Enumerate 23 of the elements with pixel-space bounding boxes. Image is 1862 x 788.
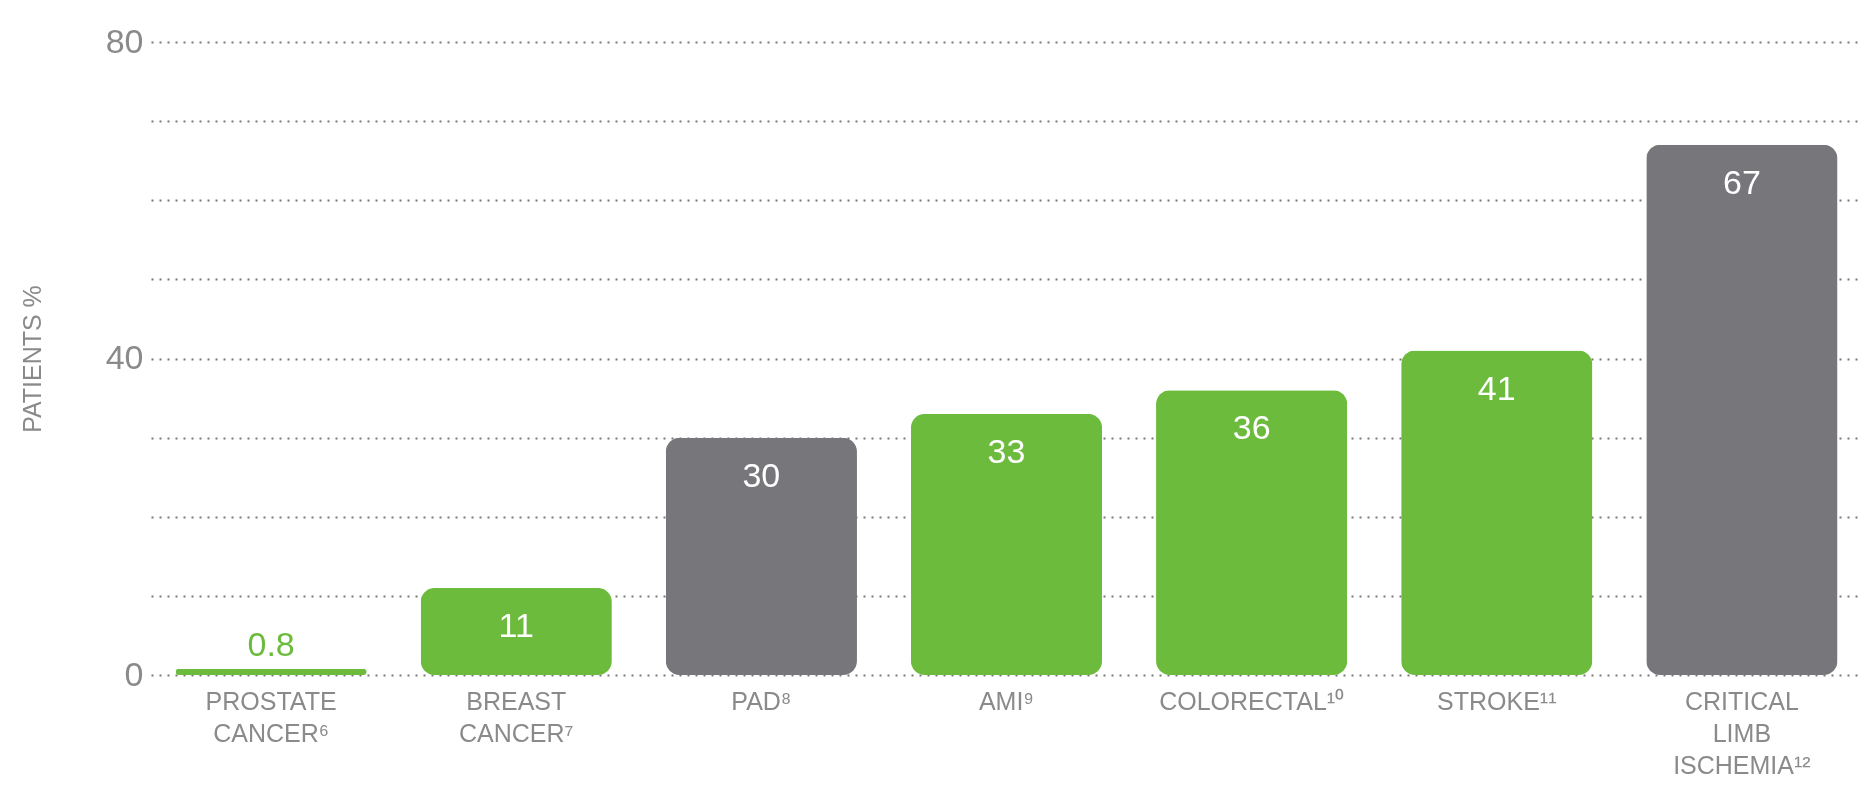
bar bbox=[175, 668, 367, 675]
y-axis-title: PATIENTS % bbox=[17, 285, 46, 433]
bar bbox=[1401, 350, 1593, 675]
y-tick-label: 40 bbox=[105, 338, 144, 376]
data-label: 33 bbox=[987, 431, 1026, 470]
bar bbox=[420, 587, 612, 675]
y-tick-label: 80 bbox=[105, 21, 144, 60]
data-label: 36 bbox=[1232, 408, 1271, 447]
data-label: 30 bbox=[742, 455, 781, 494]
data-label: 0.8 bbox=[247, 624, 295, 663]
bar bbox=[1156, 390, 1348, 675]
data-label: 41 bbox=[1477, 368, 1516, 407]
bar bbox=[910, 413, 1103, 675]
x-tick-label: PROSTATE CANCER⁶ bbox=[205, 686, 337, 747]
x-tick-label: STROKE¹¹ bbox=[1437, 686, 1557, 715]
x-tick-label: AMI⁹ bbox=[978, 686, 1035, 715]
y-tick-label: 0 bbox=[124, 654, 144, 693]
x-tick-label: PAD⁸ bbox=[731, 686, 792, 715]
data-label: 11 bbox=[498, 605, 534, 644]
data-label: 67 bbox=[1722, 162, 1761, 201]
x-tick-label: COLORECTAL¹⁰ bbox=[1159, 686, 1345, 715]
x-tick-label: CRITICAL LIMB ISCHEMIA¹² bbox=[1673, 686, 1811, 779]
x-tick-label: BREAST CANCER⁷ bbox=[458, 686, 574, 747]
